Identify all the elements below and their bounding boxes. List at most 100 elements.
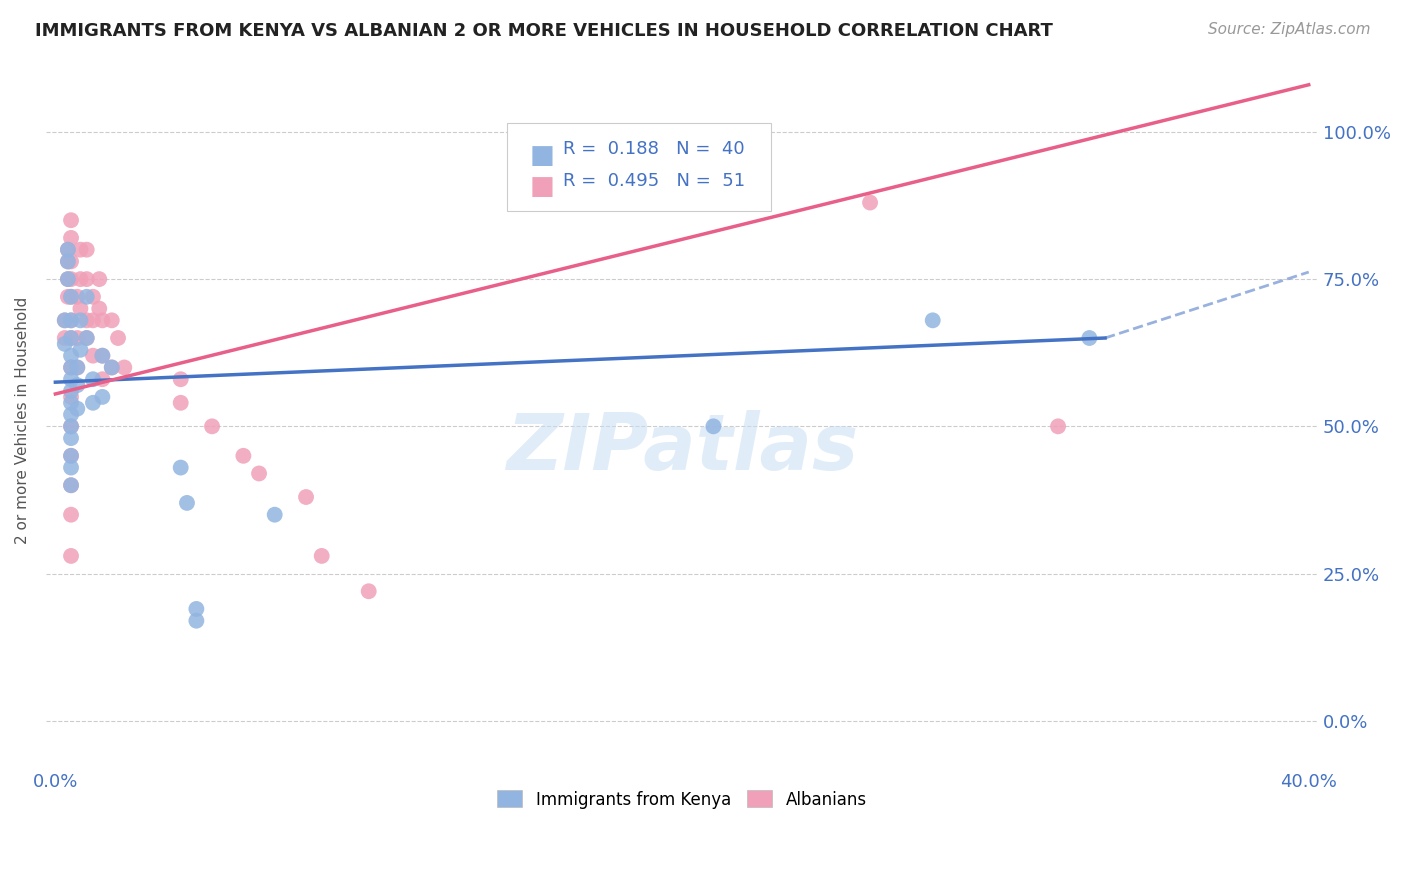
Point <box>100 360 122 375</box>
Point <box>60 478 83 492</box>
Point <box>66 378 89 392</box>
Point <box>311 549 333 563</box>
Point <box>56 290 79 304</box>
Legend: Immigrants from Kenya, Albanians: Immigrants from Kenya, Albanians <box>491 784 873 815</box>
Text: R =  0.495   N =  51: R = 0.495 N = 51 <box>562 171 745 190</box>
Point <box>56 272 79 286</box>
Point <box>60 331 83 345</box>
Point <box>100 360 122 375</box>
Point <box>60 331 83 345</box>
Point <box>91 372 114 386</box>
Point <box>60 213 83 227</box>
Point <box>60 313 83 327</box>
Point <box>263 508 285 522</box>
Point <box>60 408 83 422</box>
Text: Source: ZipAtlas.com: Source: ZipAtlas.com <box>1208 22 1371 37</box>
Point <box>66 331 89 345</box>
Point <box>60 419 83 434</box>
Point <box>295 490 318 504</box>
Point <box>89 272 111 286</box>
Point <box>60 449 83 463</box>
Point <box>170 396 193 410</box>
Point <box>60 390 83 404</box>
Point <box>60 431 83 445</box>
Point <box>60 449 83 463</box>
Point <box>56 272 79 286</box>
Point <box>69 272 91 286</box>
Text: ■: ■ <box>530 174 555 201</box>
Point <box>60 290 83 304</box>
Point <box>53 313 76 327</box>
Point <box>82 372 104 386</box>
Point <box>60 290 83 304</box>
Point <box>56 254 79 268</box>
Text: IMMIGRANTS FROM KENYA VS ALBANIAN 2 OR MORE VEHICLES IN HOUSEHOLD CORRELATION CH: IMMIGRANTS FROM KENYA VS ALBANIAN 2 OR M… <box>35 22 1053 40</box>
Point <box>176 496 198 510</box>
Point <box>60 372 83 386</box>
Point <box>859 195 882 210</box>
Point <box>60 396 83 410</box>
Point <box>60 384 83 398</box>
Point <box>53 331 76 345</box>
Point <box>186 614 208 628</box>
Point <box>66 290 89 304</box>
Point <box>76 331 98 345</box>
Point <box>60 478 83 492</box>
Point <box>69 313 91 327</box>
Point <box>82 349 104 363</box>
Point <box>76 331 98 345</box>
Text: ■: ■ <box>530 143 555 169</box>
Point <box>60 360 83 375</box>
Point <box>60 231 83 245</box>
Point <box>60 254 83 268</box>
Point <box>82 290 104 304</box>
Point <box>91 349 114 363</box>
Point <box>112 360 135 375</box>
Point <box>247 467 270 481</box>
Point <box>60 349 83 363</box>
Point <box>91 349 114 363</box>
Point <box>76 313 98 327</box>
Point <box>100 313 122 327</box>
Point <box>56 243 79 257</box>
Point <box>76 290 98 304</box>
Point <box>69 301 91 316</box>
Point <box>60 508 83 522</box>
Point <box>60 360 83 375</box>
Point <box>82 396 104 410</box>
Point <box>60 313 83 327</box>
Point <box>170 372 193 386</box>
Point <box>66 360 89 375</box>
Point <box>921 313 943 327</box>
Point <box>66 360 89 375</box>
Point <box>89 301 111 316</box>
Point <box>232 449 254 463</box>
Point <box>1078 331 1101 345</box>
Point <box>56 243 79 257</box>
Point <box>53 313 76 327</box>
Text: ZIPatlas: ZIPatlas <box>506 410 858 486</box>
Point <box>201 419 224 434</box>
Point <box>1047 419 1070 434</box>
Point <box>60 549 83 563</box>
Point <box>357 584 380 599</box>
Point <box>53 337 76 351</box>
Point <box>91 313 114 327</box>
Point <box>702 419 724 434</box>
Point <box>107 331 129 345</box>
Point <box>56 254 79 268</box>
Point <box>69 343 91 357</box>
Point <box>170 460 193 475</box>
Point <box>69 243 91 257</box>
Point <box>66 401 89 416</box>
Text: R =  0.188   N =  40: R = 0.188 N = 40 <box>562 140 744 158</box>
Point <box>60 460 83 475</box>
Point <box>76 243 98 257</box>
Point <box>76 272 98 286</box>
Point <box>186 602 208 616</box>
Point <box>60 419 83 434</box>
Point <box>82 313 104 327</box>
Point <box>60 272 83 286</box>
Point <box>91 390 114 404</box>
Y-axis label: 2 or more Vehicles in Household: 2 or more Vehicles in Household <box>15 297 30 544</box>
